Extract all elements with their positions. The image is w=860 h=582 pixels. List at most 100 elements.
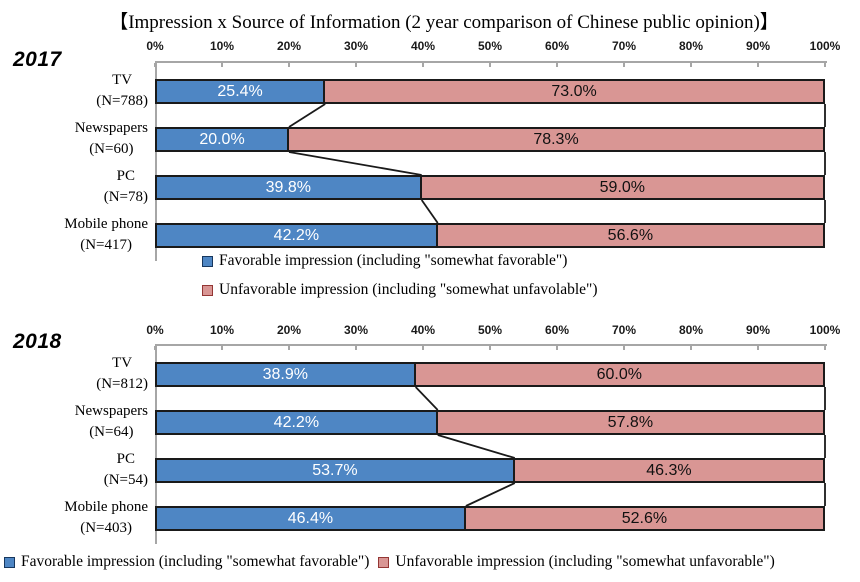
x-tick-label: 20%: [276, 323, 302, 337]
category-name: Mobile phone: [64, 216, 148, 232]
x-tick-mark: [221, 63, 223, 67]
category-n: (N=64): [89, 424, 134, 440]
plot-area-2017: 0% 10% 20% 30% 40% 50% 60% 70% 80% 90% 100% TV (N=78…: [0, 36, 860, 262]
x-tick-mark: [757, 346, 759, 350]
bar-segment-unfavorable: 52.6%: [463, 506, 825, 531]
unfavorable-swatch-icon: [202, 284, 213, 296]
x-tick-mark: [355, 346, 357, 350]
category-name: TV: [112, 355, 133, 371]
x-tick-label: 60%: [544, 323, 570, 337]
unfavorable-swatch-icon: [378, 556, 390, 568]
bar-segment-unfavorable: 57.8%: [435, 410, 825, 435]
x-tick-label: 50%: [477, 39, 503, 53]
x-tick-mark: [690, 63, 692, 67]
bar-row: 42.2% 57.8%: [155, 410, 825, 435]
year-label-2017: 2017: [13, 48, 62, 71]
category-label: PC (N=78): [104, 166, 148, 208]
legend-2017: Favorable impression (including "somewha…: [202, 252, 598, 299]
bar-value-favorable: 42.2%: [273, 413, 320, 431]
bar-row: 25.4% 73.0%: [155, 79, 825, 104]
chart-title: 【Impression x Source of Information (2 y…: [109, 12, 779, 33]
x-tick-mark: [422, 63, 424, 67]
category-axis-line: [155, 344, 157, 544]
bar-segment-unfavorable: 46.3%: [512, 458, 825, 483]
bar-value-unfavorable: 78.3%: [533, 130, 579, 148]
x-tick-mark: [623, 63, 625, 67]
category-n: (N=788): [96, 93, 148, 109]
x-tick-mark: [556, 346, 558, 350]
category-label: Newspapers (N=64): [75, 401, 148, 443]
bar-segment-favorable: 42.2%: [155, 410, 438, 435]
x-tick-label: 70%: [611, 39, 637, 53]
category-name: Newspapers: [74, 120, 148, 136]
bar-segment-favorable: 39.8%: [155, 175, 422, 200]
category-n: (N=812): [96, 376, 148, 392]
x-tick-label: 60%: [544, 39, 570, 53]
category-label: Mobile phone (N=417): [64, 214, 148, 256]
category-name: PC: [116, 168, 136, 184]
bar-value-favorable: 39.8%: [265, 178, 312, 196]
category-axis-line: [155, 61, 157, 261]
x-tick-mark: [623, 346, 625, 350]
x-tick-mark: [288, 346, 290, 350]
bar-segment-unfavorable: 59.0%: [419, 175, 825, 200]
bar-value-unfavorable: 59.0%: [599, 178, 646, 196]
category-n: (N=403): [80, 520, 133, 536]
legend-item-unfavorable: Unfavorable impression (including "somew…: [378, 553, 775, 571]
bar-value-unfavorable: 52.6%: [621, 509, 668, 527]
favorable-swatch-icon: [202, 255, 213, 267]
category-n: (N=54): [103, 472, 148, 488]
x-tick-mark: [154, 63, 156, 67]
bar-segment-favorable: 25.4%: [155, 79, 326, 104]
category-name: PC: [116, 451, 136, 467]
bar-segment-unfavorable: 56.6%: [435, 223, 825, 248]
bar-value-favorable: 20.0%: [199, 130, 245, 148]
category-label: Mobile phone (N=403): [64, 497, 148, 539]
x-tick-label: 90%: [745, 39, 771, 53]
bar-segment-unfavorable: 73.0%: [323, 79, 825, 104]
category-n: (N=78): [103, 189, 148, 205]
category-label: Newspapers (N=60): [75, 118, 148, 160]
bar-row: 38.9% 60.0%: [155, 362, 825, 387]
legend-favorable-label: Favorable impression (including "somewha…: [219, 252, 568, 269]
x-tick-label: 80%: [678, 39, 704, 53]
category-label: TV (N=812): [96, 353, 148, 395]
legend-2018: Favorable impression (including "somewha…: [4, 553, 775, 571]
legend-unfavorable-label: Unfavorable impression (including "somew…: [219, 281, 598, 298]
bar-value-favorable: 38.9%: [262, 365, 308, 383]
bar-value-unfavorable: 73.0%: [551, 82, 597, 100]
bar-value-favorable: 53.7%: [312, 461, 358, 479]
bar-segment-favorable: 46.4%: [155, 506, 466, 531]
bar-segment-unfavorable: 60.0%: [413, 362, 825, 387]
x-tick-label: 20%: [276, 39, 302, 53]
legend-item-unfavorable: Unfavorable impression (including "somew…: [202, 281, 598, 299]
bar-value-unfavorable: 60.0%: [596, 365, 642, 383]
x-axis-line: [155, 344, 827, 346]
x-tick-label: 100%: [809, 323, 841, 337]
x-tick-mark: [757, 63, 759, 67]
x-tick-mark: [690, 346, 692, 350]
bar-value-unfavorable: 56.6%: [607, 226, 654, 244]
bar-segment-favorable: 20.0%: [155, 127, 289, 152]
x-tick-label: 30%: [343, 323, 369, 337]
legend-item-favorable: Favorable impression (including "somewha…: [202, 252, 598, 270]
x-tick-label: 100%: [809, 39, 841, 53]
bar-row: 42.2% 56.6%: [155, 223, 825, 248]
bar-segment-favorable: 42.2%: [155, 223, 438, 248]
x-tick-label: 40%: [410, 39, 436, 53]
bar-value-favorable: 25.4%: [217, 82, 263, 100]
category-n: (N=417): [80, 237, 133, 253]
bar-row: 20.0% 78.3%: [155, 127, 825, 152]
bar-row: 39.8% 59.0%: [155, 175, 825, 200]
bar-value-favorable: 46.4%: [287, 509, 334, 527]
x-tick-label: 90%: [745, 323, 771, 337]
x-tick-label: 30%: [343, 39, 369, 53]
x-axis-line: [155, 61, 827, 63]
favorable-swatch-icon: [4, 556, 15, 568]
chart-2018: 2018 0% 10% 20% 30% 40% 50% 60% 70% 80% 90% 100% TV…: [0, 312, 860, 546]
x-tick-mark: [221, 346, 223, 350]
category-name: Mobile phone: [64, 499, 148, 515]
x-tick-mark: [556, 63, 558, 67]
bar-segment-unfavorable: 78.3%: [287, 127, 825, 152]
